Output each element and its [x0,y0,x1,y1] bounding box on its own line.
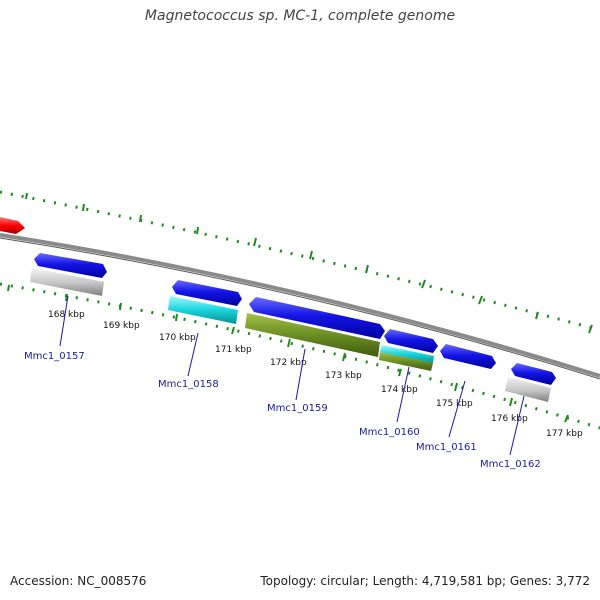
olive-feature-0159 [245,313,380,357]
tick-label-171: 171 kbp [215,345,252,355]
outer-scale-arc [0,190,600,332]
cds-arrow-0157 [34,253,107,278]
gene-label-0159: Mmc1_0159 [267,403,328,414]
tick-label-172: 172 kbp [270,358,307,368]
outer-major-ticks [25,192,593,334]
tick-label-169: 169 kbp [103,321,140,331]
gray-feature-0162 [505,377,551,402]
tick-label-173: 173 kbp [325,371,362,381]
tick-label-176: 176 kbp [491,414,528,424]
cyan-feature-0158 [168,296,238,324]
tick-label-168: 168 kbp [48,310,85,320]
tick-label-174: 174 kbp [381,385,418,395]
map-title: Magnetococcus sp. MC-1, complete genome [144,8,456,24]
cds-arrow-0162 [511,363,556,385]
tick-label-177: 177 kbp [546,429,583,439]
inner-major-ticks [7,284,569,423]
upstream-gene-arrow [0,217,25,234]
tick-label-175: 175 kbp [436,399,473,409]
gene-label-0157: Mmc1_0157 [24,351,85,362]
olive-feature-0160 [379,352,433,371]
cds-arrow-0159 [249,297,385,339]
gene-leader-lines [59,295,525,456]
backbone-inner [0,237,600,380]
gene-label-0158: Mmc1_0158 [158,379,219,390]
cds-arrow-0158 [172,280,242,306]
cds-arrow-0161 [440,344,496,369]
backbone-outer [0,233,600,378]
tick-label-170: 170 kbp [159,333,196,343]
accession-text: Accession: NC_008576 [10,574,147,588]
gray-feature-0157 [30,268,104,296]
gene-label-0160: Mmc1_0160 [359,427,420,438]
gene-label-0162: Mmc1_0162 [480,459,541,470]
cyan-feature-0160 [380,345,434,363]
topology-text: Topology: circular; Length: 4,719,581 bp… [260,574,590,588]
inner-scale-arc [0,282,600,430]
gene-label-0161: Mmc1_0161 [416,442,477,453]
cds-arrow-0160 [384,329,438,353]
